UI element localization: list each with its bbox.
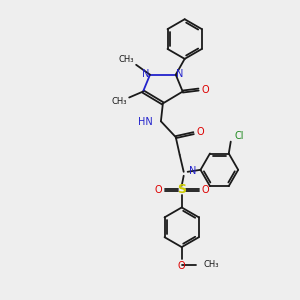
Text: S: S xyxy=(177,183,186,196)
Text: CH₃: CH₃ xyxy=(203,260,219,269)
Text: HN: HN xyxy=(138,117,153,127)
Text: O: O xyxy=(154,184,162,195)
Text: O: O xyxy=(202,85,209,94)
Text: Cl: Cl xyxy=(235,131,244,141)
Text: O: O xyxy=(178,261,185,271)
Text: O: O xyxy=(202,184,209,195)
Text: N: N xyxy=(176,69,183,79)
Text: O: O xyxy=(197,127,204,137)
Text: CH₃: CH₃ xyxy=(112,97,127,106)
Text: N: N xyxy=(142,69,150,79)
Text: CH₃: CH₃ xyxy=(118,55,134,64)
Text: N: N xyxy=(189,166,196,176)
